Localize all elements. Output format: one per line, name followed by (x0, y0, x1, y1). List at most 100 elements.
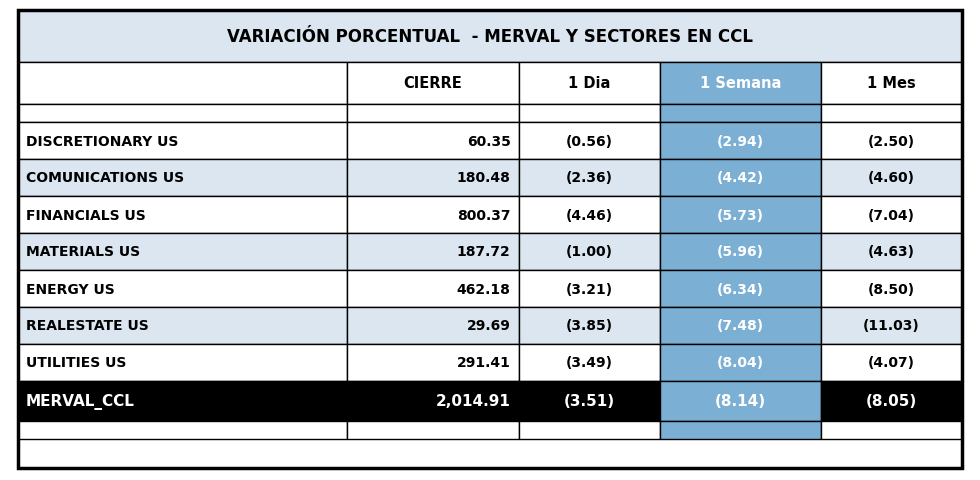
Bar (347, 160, 518, 197)
Bar (821, 421, 962, 439)
Text: 291.41: 291.41 (457, 356, 511, 370)
Bar (347, 270, 518, 307)
Bar (821, 344, 962, 381)
Bar (347, 381, 518, 421)
Bar (821, 307, 962, 344)
Bar (660, 123, 821, 160)
Bar (660, 63, 821, 105)
Text: 2,014.91: 2,014.91 (436, 394, 511, 408)
Bar (347, 233, 518, 270)
Text: (4.07): (4.07) (868, 356, 915, 370)
Text: (8.04): (8.04) (716, 356, 763, 370)
Text: (3.51): (3.51) (564, 394, 614, 408)
Bar (660, 381, 821, 421)
Text: (11.03): (11.03) (863, 319, 920, 333)
Text: (3.21): (3.21) (565, 282, 612, 296)
Bar (347, 421, 518, 439)
Bar (18, 233, 347, 270)
Text: (5.73): (5.73) (716, 208, 763, 222)
Bar (518, 421, 660, 439)
Bar (518, 344, 660, 381)
Bar (660, 307, 821, 344)
Bar (660, 270, 821, 307)
Bar (821, 63, 962, 105)
Text: (7.04): (7.04) (868, 208, 915, 222)
Text: (2.94): (2.94) (716, 134, 763, 148)
Bar (18, 105, 347, 123)
Text: MERVAL_CCL: MERVAL_CCL (26, 393, 135, 409)
Text: (8.14): (8.14) (714, 394, 766, 408)
Text: VARIACIÓN PORCENTUAL  - MERVAL Y SECTORES EN CCL: VARIACIÓN PORCENTUAL - MERVAL Y SECTORES… (227, 28, 753, 46)
Bar (518, 307, 660, 344)
Bar (660, 344, 821, 381)
Bar (347, 344, 518, 381)
Bar (821, 160, 962, 197)
Bar (821, 381, 962, 421)
Text: (4.46): (4.46) (565, 208, 612, 222)
Text: (2.36): (2.36) (565, 171, 612, 185)
Text: 187.72: 187.72 (457, 245, 511, 259)
Bar (347, 63, 518, 105)
Text: DISCRETIONARY US: DISCRETIONARY US (26, 134, 178, 148)
Text: (7.48): (7.48) (716, 319, 763, 333)
Bar (518, 105, 660, 123)
Bar (347, 197, 518, 233)
Bar (18, 63, 347, 105)
Text: FINANCIALS US: FINANCIALS US (26, 208, 146, 222)
Bar (660, 197, 821, 233)
Text: (3.85): (3.85) (565, 319, 612, 333)
Bar (18, 421, 347, 439)
Bar (18, 270, 347, 307)
Text: (4.42): (4.42) (716, 171, 764, 185)
Bar (821, 270, 962, 307)
Text: REALESTATE US: REALESTATE US (26, 319, 149, 333)
Bar (821, 123, 962, 160)
Text: 1 Mes: 1 Mes (867, 76, 916, 91)
Text: 800.37: 800.37 (458, 208, 511, 222)
Bar (660, 421, 821, 439)
Text: (6.34): (6.34) (716, 282, 763, 296)
Bar (518, 123, 660, 160)
Bar (518, 381, 660, 421)
Bar (518, 63, 660, 105)
Text: 180.48: 180.48 (457, 171, 511, 185)
Bar (18, 197, 347, 233)
Text: MATERIALS US: MATERIALS US (26, 245, 140, 259)
Bar (660, 105, 821, 123)
Bar (18, 381, 347, 421)
Bar (18, 11, 962, 63)
Bar (518, 233, 660, 270)
Text: (8.50): (8.50) (868, 282, 915, 296)
Bar (18, 344, 347, 381)
Bar (18, 123, 347, 160)
Text: 29.69: 29.69 (466, 319, 511, 333)
Text: (3.49): (3.49) (565, 356, 612, 370)
Text: (4.60): (4.60) (868, 171, 915, 185)
Text: 1 Dia: 1 Dia (567, 76, 611, 91)
Bar (821, 197, 962, 233)
Text: ENERGY US: ENERGY US (26, 282, 115, 296)
Bar (18, 160, 347, 197)
Text: 462.18: 462.18 (457, 282, 511, 296)
Text: 1 Semana: 1 Semana (700, 76, 781, 91)
Text: (5.96): (5.96) (716, 245, 763, 259)
Bar (821, 105, 962, 123)
Text: (0.56): (0.56) (565, 134, 612, 148)
Text: (2.50): (2.50) (868, 134, 915, 148)
Bar (518, 160, 660, 197)
Bar (821, 233, 962, 270)
Text: 60.35: 60.35 (466, 134, 511, 148)
Bar (518, 270, 660, 307)
Text: (4.63): (4.63) (868, 245, 915, 259)
Bar (518, 197, 660, 233)
Text: CIERRE: CIERRE (403, 76, 462, 91)
Text: (1.00): (1.00) (565, 245, 612, 259)
Bar (660, 160, 821, 197)
Bar (347, 105, 518, 123)
Text: COMUNICATIONS US: COMUNICATIONS US (26, 171, 184, 185)
Text: (8.05): (8.05) (866, 394, 917, 408)
Bar (18, 307, 347, 344)
Bar (660, 233, 821, 270)
Bar (347, 123, 518, 160)
Text: UTILITIES US: UTILITIES US (26, 356, 126, 370)
